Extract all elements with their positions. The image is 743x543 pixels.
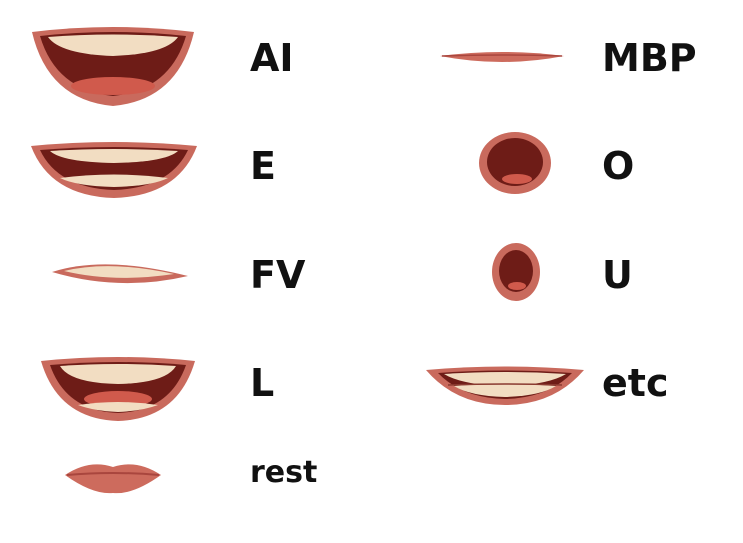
closed-teeth-smile-mouth-icon [426, 366, 584, 405]
label-l: L [250, 361, 275, 405]
label-rest: rest [250, 455, 318, 490]
pressed-lips-mouth-icon [440, 52, 564, 62]
closed-lips-mouth-icon [65, 464, 161, 494]
label-ai: AI [250, 36, 294, 80]
label-fv: FV [250, 253, 306, 297]
lip-on-teeth-mouth-icon [52, 264, 188, 284]
label-mbp: MBP [602, 36, 697, 80]
label-u: U [602, 253, 633, 297]
label-o: O [602, 144, 635, 188]
open-smile-mouth-icon [41, 357, 195, 421]
teeth-apart-mouth-icon [31, 142, 197, 198]
wide-open-mouth-icon [32, 27, 194, 106]
label-e: E [250, 144, 276, 188]
small-round-mouth-icon [492, 243, 540, 301]
label-etc: etc [602, 361, 669, 405]
round-open-mouth-icon [479, 132, 551, 194]
